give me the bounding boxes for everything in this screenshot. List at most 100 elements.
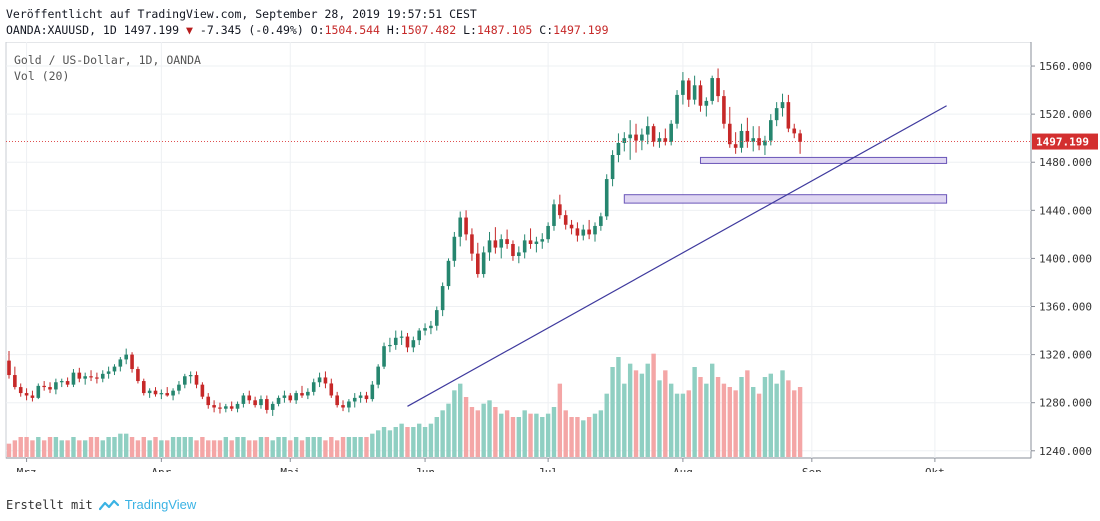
candle-body	[124, 354, 128, 360]
candle	[698, 80, 703, 112]
down-triangle-icon: ▼	[186, 23, 193, 37]
candle-body	[640, 134, 644, 141]
volume-bar	[575, 417, 580, 457]
volume-bar	[317, 437, 322, 457]
volume-bar	[288, 440, 293, 457]
volume-bar	[733, 390, 738, 457]
candle-body	[241, 395, 246, 404]
volume-bar	[112, 437, 117, 457]
volume-bar	[522, 410, 527, 457]
candle	[393, 330, 398, 350]
candle	[183, 373, 187, 389]
candle	[59, 378, 64, 388]
chart-overlays[interactable]	[6, 105, 1031, 407]
candle-body	[669, 123, 673, 142]
volume-bar	[165, 440, 170, 457]
trendline[interactable]	[407, 105, 947, 407]
candle	[417, 328, 421, 345]
candle	[716, 68, 720, 103]
candle-body	[727, 123, 732, 145]
candle	[347, 399, 351, 413]
candle-body	[733, 144, 738, 148]
candle	[247, 390, 252, 404]
candle-body	[423, 328, 427, 331]
volume-bar	[276, 437, 281, 457]
volume-bar	[487, 400, 492, 457]
volume-bar	[270, 440, 275, 457]
candle-body	[370, 384, 375, 400]
volume-bar	[188, 437, 193, 457]
candle-body	[106, 371, 111, 374]
volume-bar	[458, 383, 463, 457]
volume-bar	[751, 387, 756, 457]
candle-body	[558, 204, 562, 216]
volume-bars	[6, 353, 803, 457]
high-label: H:	[386, 23, 401, 37]
volume-bar	[94, 437, 100, 457]
candle	[270, 401, 275, 416]
candle-body	[616, 142, 621, 156]
candle	[792, 123, 797, 139]
candle-body	[393, 337, 398, 345]
candle-body	[276, 397, 281, 404]
y-tick-label: 1440.000	[1039, 204, 1092, 217]
candle-body	[628, 134, 632, 139]
candle	[317, 372, 322, 388]
support-zone[interactable]	[699, 156, 948, 164]
price-chart[interactable]: 1240.000 1280.000 1320.000 1360.000 1400.000…	[0, 42, 1100, 472]
candle-body	[118, 359, 123, 367]
candle	[399, 330, 404, 345]
candle-body	[335, 395, 339, 406]
candle	[171, 388, 175, 401]
candle-body	[604, 179, 609, 217]
volume-bar	[129, 437, 135, 457]
candle	[745, 117, 750, 148]
symbol-label: OANDA:XAUUSD, 1D	[6, 23, 117, 37]
candle-body	[429, 325, 433, 329]
candle-body	[651, 126, 656, 142]
candle	[528, 228, 533, 249]
candle-body	[657, 138, 662, 142]
support-zones[interactable]	[623, 156, 948, 204]
candle-body	[446, 260, 451, 287]
candle	[669, 120, 673, 146]
volume-bar	[586, 417, 592, 457]
y-tick-label: 1320.000	[1039, 349, 1092, 362]
volume-bar	[346, 437, 352, 457]
candle	[470, 228, 474, 261]
tradingview-logo-icon	[98, 499, 119, 510]
tradingview-brand[interactable]: TradingView	[124, 497, 197, 512]
candle	[686, 78, 691, 107]
candle	[780, 93, 785, 117]
volume-bar	[499, 413, 504, 457]
volume-bar	[124, 433, 129, 457]
candle-body	[675, 94, 679, 124]
candle	[733, 132, 738, 154]
candle	[83, 372, 87, 385]
candle	[95, 372, 99, 384]
candle-body	[265, 399, 269, 410]
support-zone[interactable]	[623, 194, 948, 204]
candle	[440, 282, 445, 317]
candle-body	[364, 395, 369, 400]
candle-body	[270, 403, 275, 410]
volume-bar	[540, 417, 545, 457]
volume-bar	[563, 410, 568, 457]
candle-body	[399, 336, 404, 338]
volume-bar	[200, 437, 205, 457]
candle-body	[218, 407, 222, 409]
volume-bar	[53, 437, 59, 457]
candle-body	[376, 366, 380, 385]
candle	[376, 364, 380, 389]
candle-body	[563, 215, 568, 225]
candle	[505, 229, 509, 249]
candle	[153, 387, 158, 397]
candle-body	[528, 240, 533, 244]
price-axis[interactable]: 1240.000 1280.000 1320.000 1360.000 1400.000…	[1031, 60, 1098, 458]
series-title: Gold / US-Dollar, 1D, OANDA	[14, 53, 201, 67]
candle-body	[294, 393, 298, 401]
candle-body	[329, 383, 334, 396]
candle-body	[71, 372, 76, 385]
time-axis[interactable]: Mrz Apr Mai Jun Jul Aug Sep Okt	[17, 458, 945, 472]
candle	[763, 135, 767, 156]
